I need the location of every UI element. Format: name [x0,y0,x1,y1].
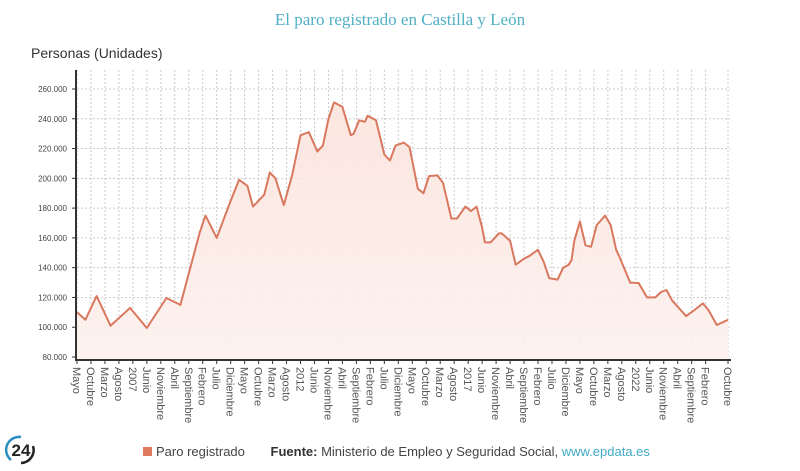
x-tick-label: Junio [307,367,319,393]
x-tick-label: Febrero [196,367,208,406]
y-tick-label: 260.000 [38,85,67,94]
x-tick-label: Abril [503,367,515,389]
x-tick-label: Diciembre [391,367,403,417]
x-tick-label: Octubre [419,367,431,406]
epdata-24-logo: 24 [5,434,37,466]
x-tick-label: 2007 [126,367,138,391]
x-tick-label: Octubre [252,367,264,406]
x-tick-label: Agosto [280,367,292,401]
x-tick-label: Septiembre [685,367,697,423]
x-tick-label: Marzo [98,367,110,398]
y-tick-label: 160.000 [38,234,67,243]
x-tick-label: Mayo [405,367,417,394]
x-tick-label: Mayo [573,367,585,394]
x-tick-label: Mayo [238,367,250,394]
x-tick-label: Junio [643,367,655,393]
x-tick-label: Marzo [601,367,613,398]
y-tick-label: 140.000 [38,264,67,273]
x-tick-label: Julio [377,367,389,390]
x-tick-label: Noviembre [657,367,669,420]
x-tick-label: Noviembre [489,367,501,420]
legend-swatch [143,447,152,456]
x-tick-label: Marzo [266,367,278,398]
source-link[interactable]: www.epdata.es [562,444,650,459]
y-tick-label: 80.000 [43,353,68,362]
y-tick-label: 220.000 [38,145,67,154]
x-tick-label: Septiembre [349,367,361,423]
x-tick-label: Febrero [531,367,543,406]
x-tick-label: Abril [671,367,683,389]
x-tick-label: Agosto [112,367,124,401]
x-tick-label: Abril [335,367,347,389]
x-tick-label: Mayo [70,367,82,394]
x-tick-label: Marzo [433,367,445,398]
x-tick-label: Agosto [615,367,627,401]
x-tick-label: Febrero [363,367,375,406]
footer: Paro registrado Fuente: Ministerio de Em… [143,444,650,459]
x-tick-label: Octubre [84,367,96,406]
y-tick-label: 200.000 [38,174,67,183]
x-tick-label: Abril [168,367,180,389]
x-tick-label: Febrero [699,367,711,406]
x-tick-label: Diciembre [559,367,571,417]
y-tick-label: 100.000 [38,323,67,332]
x-tick-label: Junio [475,367,487,393]
x-tick-label: Diciembre [224,367,236,417]
x-tick-label: Septiembre [517,367,529,423]
y-tick-label: 180.000 [38,204,67,213]
y-tick-label: 120.000 [38,293,67,302]
x-tick-label: Junio [140,367,152,393]
x-tick-label: Noviembre [321,367,333,420]
legend-label: Paro registrado [156,444,245,459]
x-tick-label: Julio [210,367,222,390]
source-label: Fuente: [271,444,318,459]
svg-text:24: 24 [12,441,31,460]
x-tick-label: 2022 [629,367,641,391]
x-tick-label: 2017 [461,367,473,391]
x-tick-label: Octubre [721,367,733,406]
y-tick-label: 240.000 [38,115,67,124]
x-tick-label: Septiembre [182,367,194,423]
x-tick-label: 2012 [294,367,306,391]
x-tick-label: Agosto [447,367,459,401]
y-ticks: 80.000 100.000 120.000 140.000 160.000 180.00… [38,85,77,362]
x-tick-label: Julio [545,367,557,390]
source-text: Ministerio de Empleo y Seguridad Social, [321,444,558,459]
x-tick-label: Noviembre [154,367,166,420]
x-tick-label: Octubre [587,367,599,406]
